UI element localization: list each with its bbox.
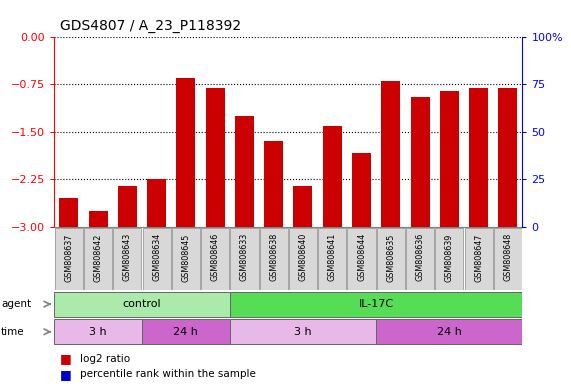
- Text: GSM808633: GSM808633: [240, 233, 249, 281]
- Text: 3 h: 3 h: [89, 327, 107, 337]
- Bar: [289, 228, 317, 290]
- Bar: [348, 228, 376, 290]
- Text: time: time: [1, 327, 25, 337]
- Text: GSM808640: GSM808640: [299, 233, 308, 281]
- Text: control: control: [123, 299, 162, 309]
- Bar: [142, 319, 230, 344]
- Text: GSM808645: GSM808645: [182, 233, 191, 281]
- Bar: [201, 228, 229, 290]
- Bar: [406, 228, 434, 290]
- Text: 3 h: 3 h: [294, 327, 312, 337]
- Text: GSM808634: GSM808634: [152, 233, 161, 281]
- Text: IL-17C: IL-17C: [359, 299, 394, 309]
- Text: GSM808637: GSM808637: [65, 233, 74, 281]
- Bar: [435, 228, 463, 290]
- Bar: [230, 292, 522, 316]
- Text: ■: ■: [60, 353, 72, 366]
- Text: percentile rank within the sample: percentile rank within the sample: [80, 369, 256, 379]
- Bar: [84, 228, 112, 290]
- Text: GSM808639: GSM808639: [445, 233, 454, 281]
- Bar: [377, 228, 405, 290]
- Text: agent: agent: [1, 299, 31, 309]
- Bar: [54, 319, 142, 344]
- Bar: [54, 292, 230, 316]
- Text: GSM808643: GSM808643: [123, 233, 132, 281]
- Bar: [55, 228, 83, 290]
- Text: GSM808641: GSM808641: [328, 233, 337, 281]
- Bar: [176, 78, 195, 227]
- Text: ■: ■: [60, 368, 72, 381]
- Text: GSM808636: GSM808636: [416, 233, 425, 281]
- Bar: [89, 211, 108, 227]
- Text: 24 h: 24 h: [437, 327, 462, 337]
- Bar: [230, 319, 376, 344]
- Text: GSM808646: GSM808646: [211, 233, 220, 281]
- Text: GSM808635: GSM808635: [386, 233, 395, 281]
- Text: GSM808648: GSM808648: [503, 233, 512, 281]
- Bar: [318, 228, 346, 290]
- Text: GSM808638: GSM808638: [269, 233, 278, 281]
- Text: GSM808644: GSM808644: [357, 233, 366, 281]
- Bar: [206, 88, 225, 227]
- Bar: [498, 88, 517, 227]
- Bar: [376, 319, 522, 344]
- Text: GSM808642: GSM808642: [94, 233, 103, 281]
- Bar: [293, 186, 312, 227]
- Bar: [260, 228, 288, 290]
- Bar: [494, 228, 522, 290]
- Bar: [143, 228, 171, 290]
- Bar: [465, 228, 493, 290]
- Bar: [323, 126, 342, 227]
- Bar: [381, 81, 400, 227]
- Bar: [118, 186, 137, 227]
- Bar: [235, 116, 254, 227]
- Bar: [469, 88, 488, 227]
- Bar: [411, 97, 429, 227]
- Bar: [114, 228, 142, 290]
- Bar: [59, 199, 78, 227]
- Bar: [264, 141, 283, 227]
- Text: log2 ratio: log2 ratio: [80, 354, 130, 364]
- Bar: [231, 228, 259, 290]
- Bar: [352, 153, 371, 227]
- Text: 24 h: 24 h: [174, 327, 198, 337]
- Bar: [172, 228, 200, 290]
- Bar: [440, 91, 459, 227]
- Bar: [147, 179, 166, 227]
- Text: GDS4807 / A_23_P118392: GDS4807 / A_23_P118392: [60, 19, 241, 33]
- Text: GSM808647: GSM808647: [474, 233, 483, 281]
